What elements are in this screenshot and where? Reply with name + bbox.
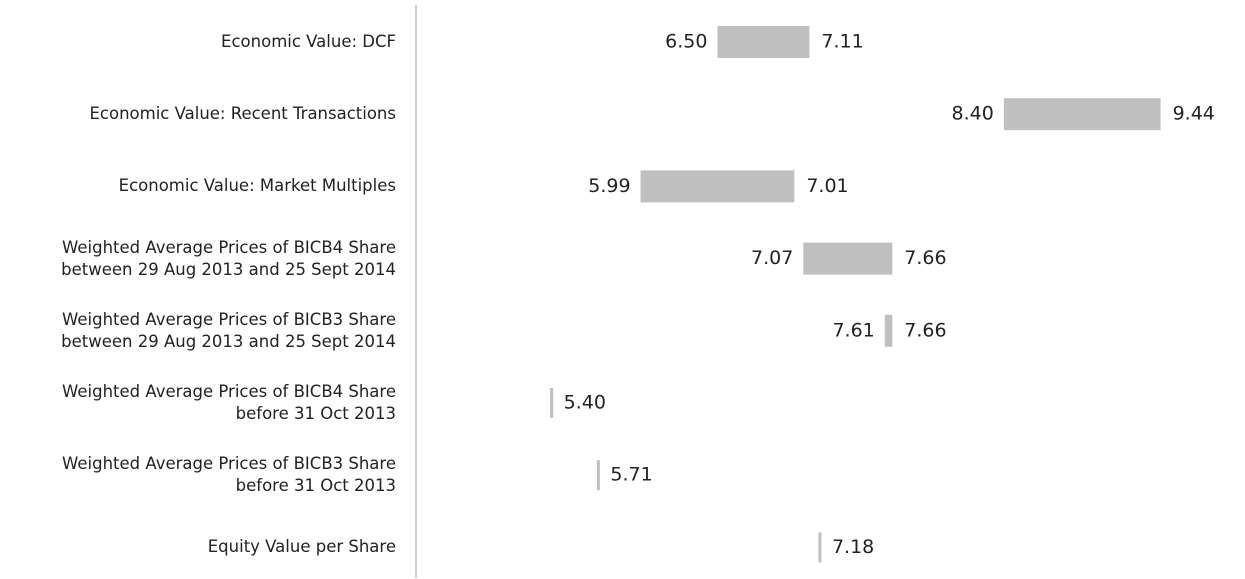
value-label: 5.71 [610,464,652,486]
value-label: 7.18 [832,536,874,558]
range-bar [1003,98,1161,131]
value-label: 5.40 [564,392,606,414]
category-label: Weighted Average Prices of BICB3 Share b… [61,309,396,351]
category-label: Economic Value: Market Multiples [118,176,396,196]
range-bar [803,242,893,275]
high-label: 7.66 [904,247,946,269]
low-label: 7.07 [751,247,793,269]
range-bar [717,26,810,58]
point-marker [550,388,554,418]
category-label: Economic Value: DCF [221,32,396,51]
range-bar [640,170,795,203]
high-label: 7.11 [821,31,863,53]
low-label: 5.99 [588,175,630,197]
high-label: 7.01 [806,175,848,197]
category-label: Weighted Average Prices of BICB4 Share b… [61,237,396,279]
category-label: Equity Value per Share [207,537,396,557]
low-label: 7.61 [832,319,874,341]
point-marker [818,532,822,563]
low-label: 8.40 [952,103,994,125]
category-label: Weighted Average Prices of BICB4 Share b… [62,382,396,423]
category-label: Economic Value: Recent Transactions [89,104,397,124]
high-label: 7.66 [904,319,946,341]
category-label: Weighted Average Prices of BICB3 Share b… [62,454,396,496]
range-bar [884,314,893,347]
low-label: 6.50 [665,31,707,53]
point-marker [596,460,600,491]
high-label: 9.44 [1173,103,1215,125]
